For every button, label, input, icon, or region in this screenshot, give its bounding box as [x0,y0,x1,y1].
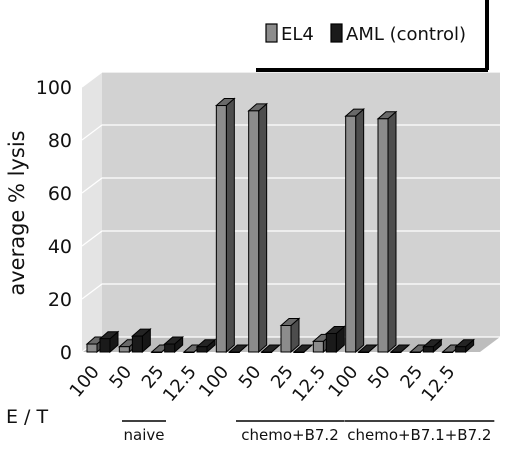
bar-aml-11 [454,338,475,354]
left-wall [82,72,102,352]
bars [85,97,475,354]
bar-aml-4 [228,344,249,353]
chart-walls [82,72,500,352]
y-tick-label: 20 [48,289,72,311]
gridline [81,124,500,141]
bar-el4-6 [279,317,301,354]
x-tick-label: 100 [324,362,362,402]
group-labels: naive chemo+B7.2 chemo+B7.1+B7.2 [122,420,495,444]
x-tick-label: 50 [235,362,266,393]
back-wall [102,72,500,337]
group-label: chemo+B7.2 [241,426,339,444]
bar-aml-8 [357,344,378,353]
bar-aml-2 [163,335,184,354]
legend-label-el4: EL4 [281,24,314,45]
bar-aml-1 [131,327,152,354]
bar-el4-5 [247,102,268,354]
legend-swatch-aml [330,23,343,43]
legend-box [256,0,487,70]
gridline [81,230,500,247]
bar-el4-4 [215,97,236,354]
bar-aml-3 [195,338,217,354]
x-tick-label: 12.5 [288,362,330,406]
bar-el4-9 [376,110,398,354]
group-label: chemo+B7.1+B7.2 [347,426,491,444]
y-axis-label: average % lysis [5,130,29,295]
bar-aml-10 [422,338,443,354]
x-axis-label: E / T [6,406,48,428]
x-tick-label: 50 [105,362,136,393]
bar-aml-9 [389,344,411,353]
group-label: naive [124,426,165,444]
y-tick-label: 60 [48,183,72,205]
bar-el4-8 [344,108,365,354]
x-tick-label: 100 [195,362,233,402]
gridline [81,283,500,300]
gridline [81,177,500,194]
y-tick-labels: 0 20 40 60 80 100 [36,77,72,364]
bar-aml-5 [260,344,281,353]
legend-label-aml: AML (control) [346,24,466,45]
x-tick-label: 50 [364,362,395,393]
legend: EL4 AML (control) [256,0,489,72]
y-tick-label: 0 [60,342,72,364]
y-tick-label: 40 [48,236,72,258]
x-tick-label: 12.5 [159,362,201,406]
y-tick-label: 100 [36,77,72,99]
x-tick-label: 100 [66,362,104,402]
y-tick-label: 80 [48,130,72,152]
bar-aml-6 [292,344,314,353]
x-tick-label: 12.5 [418,362,460,406]
bar-aml-0 [98,330,120,354]
legend-swatch-el4 [265,23,278,43]
bar-aml-7 [325,325,346,354]
